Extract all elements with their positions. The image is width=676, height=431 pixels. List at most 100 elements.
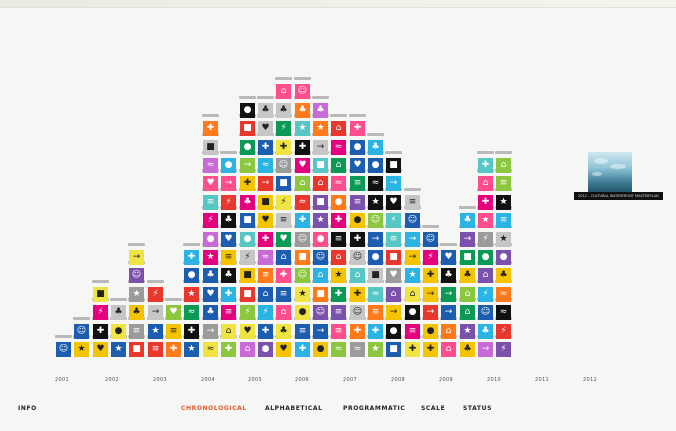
- project-tile[interactable]: ●: [495, 243, 512, 265]
- project-tile[interactable]: ✚: [294, 206, 311, 228]
- project-tile[interactable]: ♥: [385, 261, 402, 283]
- project-tile[interactable]: ⌂: [477, 261, 494, 283]
- project-tile[interactable]: ≡: [220, 298, 237, 320]
- project-tile[interactable]: ≡: [220, 243, 237, 265]
- project-tile[interactable]: ★: [147, 317, 164, 339]
- project-tile[interactable]: ★: [110, 335, 127, 357]
- project-tile[interactable]: ⌂: [275, 77, 292, 99]
- project-tile[interactable]: ♣: [294, 96, 311, 118]
- project-tile[interactable]: ≡: [330, 298, 347, 320]
- project-tile[interactable]: ⚡: [239, 243, 256, 265]
- project-tile[interactable]: ⚡: [495, 335, 512, 357]
- project-tile[interactable]: →: [422, 298, 439, 320]
- project-tile[interactable]: ☺: [73, 317, 90, 339]
- project-tile[interactable]: →: [459, 225, 476, 247]
- project-tile[interactable]: ●: [294, 298, 311, 320]
- sort-scale[interactable]: SCALE: [421, 405, 446, 412]
- project-tile[interactable]: ★: [495, 188, 512, 210]
- project-tile[interactable]: ☺: [349, 298, 366, 320]
- project-tile[interactable]: →: [367, 225, 384, 247]
- project-tile[interactable]: ♣: [220, 206, 237, 228]
- project-tile[interactable]: ≡: [385, 225, 402, 247]
- project-tile[interactable]: ⌂: [257, 280, 274, 302]
- project-tile[interactable]: ⚡: [275, 114, 292, 136]
- project-tile[interactable]: ●: [367, 243, 384, 265]
- project-tile[interactable]: ★: [459, 317, 476, 339]
- project-tile[interactable]: ⚡: [202, 206, 219, 228]
- project-tile[interactable]: ≈: [495, 280, 512, 302]
- project-tile[interactable]: →: [440, 298, 457, 320]
- project-tile[interactable]: ★: [312, 114, 329, 136]
- project-tile[interactable]: ≡: [349, 169, 366, 191]
- project-tile[interactable]: ■: [312, 188, 329, 210]
- project-tile[interactable]: ≡: [147, 335, 164, 357]
- sort-programmatic[interactable]: PROGRAMMATIC: [343, 405, 406, 412]
- project-tile[interactable]: ≈: [257, 243, 274, 265]
- project-tile[interactable]: ✚: [239, 169, 256, 191]
- project-tile[interactable]: ≡: [495, 206, 512, 228]
- project-tile[interactable]: ●: [220, 151, 237, 173]
- project-tile[interactable]: ☺: [294, 225, 311, 247]
- project-tile[interactable]: ✚: [220, 280, 237, 302]
- project-tile[interactable]: ♥: [165, 298, 182, 320]
- project-tile[interactable]: →: [422, 280, 439, 302]
- project-tile[interactable]: ⌂: [440, 335, 457, 357]
- project-tile[interactable]: ⌂: [239, 335, 256, 357]
- project-tile[interactable]: ≡: [257, 261, 274, 283]
- project-tile[interactable]: ★: [312, 206, 329, 228]
- project-tile[interactable]: ≈: [294, 188, 311, 210]
- info-link[interactable]: INFO: [18, 405, 37, 412]
- project-tile[interactable]: ♥: [202, 169, 219, 191]
- project-tile[interactable]: ■: [312, 151, 329, 173]
- project-tile[interactable]: ⚡: [275, 188, 292, 210]
- project-tile[interactable]: ★: [183, 335, 200, 357]
- project-tile[interactable]: ≈: [202, 335, 219, 357]
- project-tile[interactable]: ⚡: [422, 243, 439, 265]
- project-tile[interactable]: ✚: [422, 261, 439, 283]
- project-tile[interactable]: →: [202, 317, 219, 339]
- project-tile[interactable]: ⌂: [220, 317, 237, 339]
- project-tile[interactable]: ✚: [202, 114, 219, 136]
- project-tile[interactable]: ♣: [312, 96, 329, 118]
- project-tile[interactable]: ≡: [404, 188, 421, 210]
- project-tile[interactable]: ≡: [330, 317, 347, 339]
- project-tile[interactable]: ♥: [239, 317, 256, 339]
- project-tile[interactable]: →: [385, 169, 402, 191]
- project-tile[interactable]: →: [477, 335, 494, 357]
- project-tile[interactable]: ★: [128, 280, 145, 302]
- project-tile[interactable]: ✚: [349, 280, 366, 302]
- project-tile[interactable]: ≈: [330, 335, 347, 357]
- project-tile[interactable]: ♥: [275, 225, 292, 247]
- project-tile[interactable]: ☺: [312, 243, 329, 265]
- project-tile[interactable]: →: [404, 225, 421, 247]
- project-tile[interactable]: ♥: [440, 243, 457, 265]
- project-tile[interactable]: ✚: [257, 225, 274, 247]
- project-tile[interactable]: ■: [92, 280, 109, 302]
- project-tile[interactable]: ♣: [459, 335, 476, 357]
- project-tile[interactable]: ≈: [367, 280, 384, 302]
- project-tile[interactable]: ●: [239, 96, 256, 118]
- project-tile[interactable]: ⌂: [404, 280, 421, 302]
- project-tile[interactable]: ✚: [275, 261, 292, 283]
- project-tile[interactable]: ●: [385, 317, 402, 339]
- project-tile[interactable]: ●: [330, 188, 347, 210]
- project-tile[interactable]: ✚: [275, 133, 292, 155]
- project-tile[interactable]: ⌂: [459, 298, 476, 320]
- project-tile[interactable]: ⌂: [440, 317, 457, 339]
- project-tile[interactable]: →: [312, 317, 329, 339]
- project-tile[interactable]: →: [147, 298, 164, 320]
- project-tile[interactable]: ⚡: [385, 206, 402, 228]
- project-tile[interactable]: ⚡: [239, 298, 256, 320]
- project-tile[interactable]: ♣: [220, 261, 237, 283]
- project-tile[interactable]: ●: [239, 225, 256, 247]
- project-tile[interactable]: ★: [183, 280, 200, 302]
- project-tile[interactable]: ●: [367, 151, 384, 173]
- project-tile[interactable]: ●: [404, 298, 421, 320]
- project-tile[interactable]: ⌂: [495, 151, 512, 173]
- project-tile[interactable]: ♣: [495, 261, 512, 283]
- project-tile[interactable]: ♥: [257, 114, 274, 136]
- project-tile[interactable]: ⌂: [275, 298, 292, 320]
- project-tile[interactable]: ★: [404, 261, 421, 283]
- project-tile[interactable]: ≡: [367, 298, 384, 320]
- project-tile[interactable]: ●: [202, 225, 219, 247]
